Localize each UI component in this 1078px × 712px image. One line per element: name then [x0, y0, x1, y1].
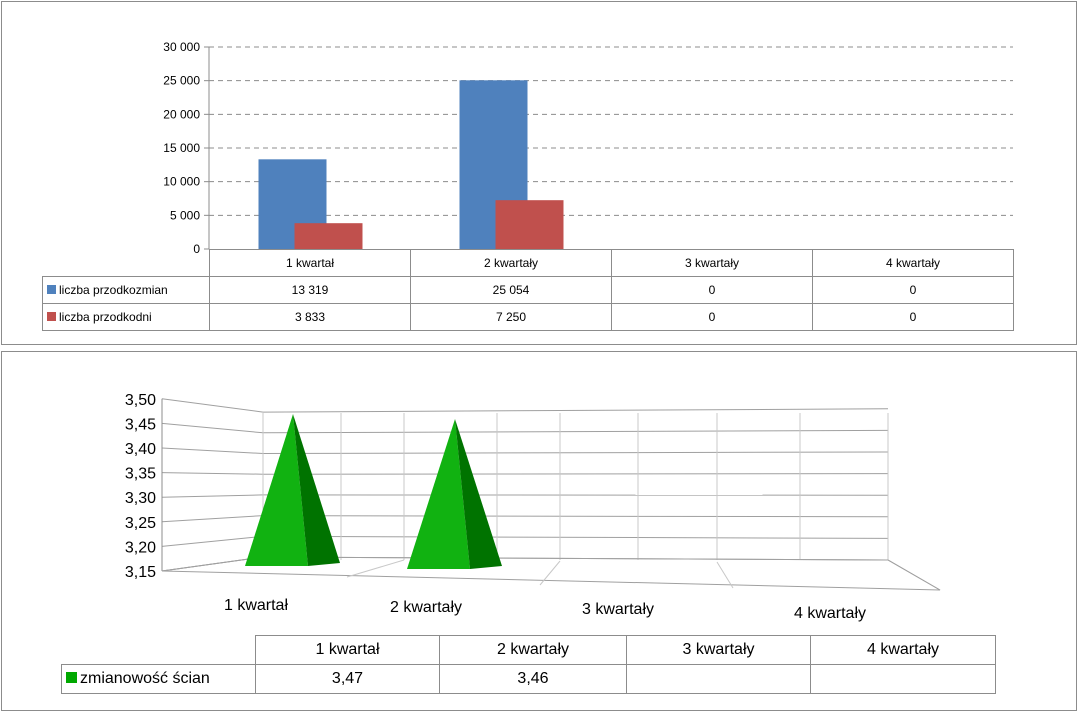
x-tick-label: 2 kwartały [390, 599, 462, 616]
data-table-bottom: 1 kwartał 2 kwartały 3 kwartały 4 kwarta… [61, 635, 996, 694]
x-tick-label: 3 kwartały [582, 601, 654, 618]
table-cell: 3,46 [440, 665, 627, 694]
y-tick-label: 3,50 [125, 392, 156, 409]
table-cell: 25 054 [411, 277, 612, 304]
series-label-cell: liczba przodkodni [43, 304, 210, 331]
table-header-cell: 4 kwartały [811, 636, 996, 665]
legend-swatch-blue [47, 285, 56, 294]
table-cell: 13 319 [210, 277, 411, 304]
left-wall-gridline [162, 399, 263, 412]
series-label-cell: zmianowość ścian [62, 665, 256, 694]
floor-division [347, 560, 404, 577]
y-tick-label: 3,40 [125, 441, 156, 458]
x-tick-label: 4 kwartały [794, 605, 866, 622]
back-wall-gridline [263, 430, 888, 432]
y-tick-label: 3,15 [125, 564, 156, 581]
data-table-top: 1 kwartał 2 kwartały 3 kwartały 4 kwarta… [42, 249, 1014, 331]
table-header-row: 1 kwartał 2 kwartały 3 kwartały 4 kwarta… [43, 250, 1014, 277]
table-row: zmianowość ścian 3,47 3,46 [62, 665, 996, 694]
table-header-cell: 3 kwartały [627, 636, 811, 665]
table-row: liczba przodkodni 3 833 7 250 0 0 [43, 304, 1014, 331]
series-name: liczba przodkozmian [59, 283, 168, 297]
legend-swatch-green [66, 672, 77, 683]
table-cell: 0 [612, 304, 813, 331]
left-wall-gridline [162, 448, 263, 454]
table-cell [627, 665, 811, 694]
floor-division [540, 561, 560, 585]
y-tick-label: 3,30 [125, 490, 156, 507]
left-wall-gridline [162, 516, 263, 522]
table-cell: 0 [813, 304, 1014, 331]
series-name: liczba przodkodni [59, 310, 152, 324]
y-tick-label: 3,35 [125, 466, 156, 483]
table-header-cell: 2 kwartały [411, 250, 612, 277]
back-wall-gridline [263, 474, 888, 475]
left-wall-gridline [162, 423, 263, 432]
y-tick-label: 3,20 [125, 539, 156, 556]
table-header-cell: 4 kwartały [813, 250, 1014, 277]
table-cell: 0 [612, 277, 813, 304]
table-header-row: 1 kwartał 2 kwartały 3 kwartały 4 kwarta… [62, 636, 996, 665]
y-tick-label: 3,45 [125, 416, 156, 433]
series-label-cell: liczba przodkozmian [43, 277, 210, 304]
table-cell [811, 665, 996, 694]
table-row: liczba przodkozmian 13 319 25 054 0 0 [43, 277, 1014, 304]
y-tick-label: 3,25 [125, 515, 156, 532]
left-wall-gridline [162, 473, 263, 475]
legend-swatch-red [47, 312, 56, 321]
back-wall-gridline [263, 536, 888, 538]
table-cell: 0 [813, 277, 1014, 304]
back-wall-gridline [263, 452, 888, 454]
left-wall-gridline [162, 536, 263, 546]
table-cell: 3,47 [256, 665, 440, 694]
floor-division [717, 562, 733, 588]
table-header-cell: 1 kwartał [210, 250, 411, 277]
table-cell: 7 250 [411, 304, 612, 331]
floor-edge [888, 560, 940, 590]
table-header-cell: 1 kwartał [256, 636, 440, 665]
table-header-cell: 3 kwartały [612, 250, 813, 277]
back-wall-gridline [263, 409, 888, 412]
x-tick-label: 1 kwartał [224, 597, 288, 614]
back-wall-gridline [263, 516, 888, 517]
left-wall-gridline [162, 495, 263, 497]
series-name: zmianowość ścian [80, 670, 210, 687]
table-header-cell: 2 kwartały [440, 636, 627, 665]
table-cell: 3 833 [210, 304, 411, 331]
